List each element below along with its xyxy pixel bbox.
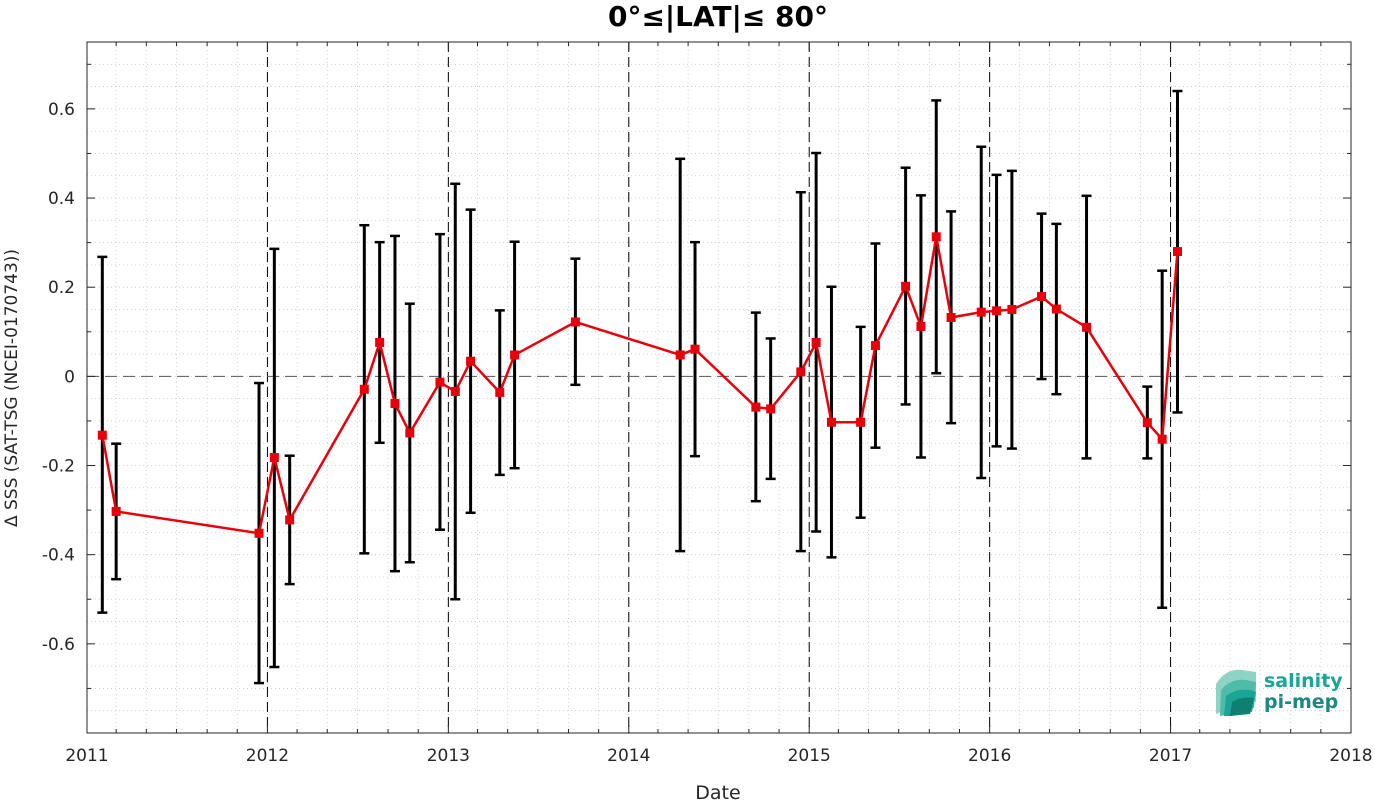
error-bars: [97, 89, 1183, 685]
data-point-marker: [1157, 434, 1167, 444]
data-point-marker: [675, 350, 685, 360]
data-point-marker: [495, 387, 505, 397]
data-point-marker: [1037, 292, 1047, 302]
y-tick-label: -0.4: [42, 546, 75, 566]
x-tick-label: 2018: [1329, 746, 1372, 766]
x-tick-label: 2012: [246, 746, 289, 766]
data-point-marker: [405, 428, 415, 438]
logo-waves-icon: [1216, 669, 1256, 716]
data-point-marker: [269, 452, 279, 462]
reference-lines: [87, 42, 1328, 733]
data-point-marker: [435, 377, 445, 387]
plot-frame: [86, 41, 1352, 734]
chart-title: 0°≤|LAT|≤ 80°: [608, 0, 828, 33]
data-point-marker: [570, 317, 580, 327]
data-point-marker: [510, 350, 520, 360]
x-tick-label: 2017: [1149, 746, 1192, 766]
data-point-marker: [870, 341, 880, 351]
data-point-marker: [1082, 322, 1092, 332]
logo-line1: salinity: [1264, 670, 1343, 692]
data-point-marker: [916, 321, 926, 331]
data-point-marker: [992, 306, 1002, 316]
data-point-marker: [111, 506, 121, 516]
data-point-marker: [766, 404, 776, 414]
data-point-marker: [390, 399, 400, 409]
data-point-marker: [976, 307, 986, 317]
data-point-marker: [254, 528, 264, 538]
tick-labels: -0.6 -0.4 -0.2 0 0.2 0.4 0.6 2011 2012 2013 2014 20…: [42, 100, 1373, 766]
data-point-marker: [285, 515, 295, 525]
data-point-marker: [856, 417, 866, 427]
data-point-marker: [1051, 304, 1061, 314]
y-tick-label: 0.6: [48, 100, 75, 120]
data-point-marker: [97, 430, 107, 440]
data-point-marker: [811, 337, 821, 347]
x-tick-label: 2015: [788, 746, 831, 766]
data-point-marker: [359, 384, 369, 394]
data-point-marker: [946, 313, 956, 323]
x-tick-label: 2011: [65, 746, 108, 766]
x-axis-label: Date: [695, 782, 740, 801]
data-point-marker: [690, 344, 700, 354]
series-line-layer: [101, 235, 1179, 535]
data-point-marker: [751, 402, 761, 412]
x-tick-label: 2013: [427, 746, 470, 766]
data-point-marker: [1142, 418, 1152, 428]
y-tick-label: 0.2: [48, 278, 75, 298]
salinity-pi-mep-logo: salinity pi-mep: [1216, 669, 1343, 716]
y-tick-label: 0.4: [48, 189, 75, 209]
y-tick-label: -0.2: [42, 457, 75, 477]
x-tick-label: 2016: [968, 746, 1011, 766]
data-point-marker: [931, 232, 941, 242]
data-point-marker: [1172, 247, 1182, 257]
data-point-marker: [450, 387, 460, 397]
data-point-marker: [796, 367, 806, 377]
markers: [97, 232, 1182, 538]
logo-line2: pi-mep: [1264, 691, 1338, 713]
data-point-marker: [826, 417, 836, 427]
y-tick-label: -0.6: [42, 635, 75, 655]
series-line: [101, 235, 1179, 535]
data-point-marker: [375, 337, 385, 347]
x-tick-label: 2014: [607, 746, 650, 766]
data-point-marker: [901, 281, 911, 291]
data-point-marker: [466, 356, 476, 366]
y-axis-label: Δ SSS (SAT-TSG (NCEI-0170743)): [2, 249, 22, 527]
y-tick-label: 0: [64, 367, 75, 387]
data-point-marker: [1007, 304, 1017, 314]
axes-frame: [86, 41, 1352, 734]
